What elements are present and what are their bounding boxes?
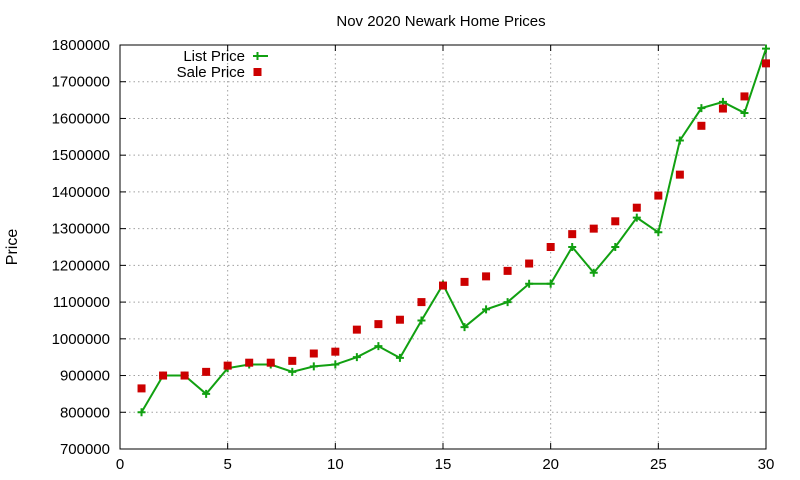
data-point	[460, 277, 469, 286]
series-sale-price	[137, 59, 770, 393]
legend-marker	[253, 52, 262, 60]
data-point	[309, 349, 318, 358]
data-point	[202, 367, 211, 376]
x-tick-label: 25	[650, 456, 667, 473]
data-point	[309, 362, 318, 371]
x-tick-label: 30	[758, 456, 775, 473]
data-point	[374, 342, 383, 351]
data-point	[395, 353, 404, 362]
data-point	[159, 371, 168, 380]
data-point	[762, 59, 770, 68]
data-point	[546, 279, 555, 288]
y-tick-label: 1500000	[52, 147, 110, 164]
chart-title: Nov 2020 Newark Home Prices	[336, 13, 545, 30]
data-point	[266, 358, 275, 367]
data-point	[611, 217, 620, 226]
y-tick-label: 1400000	[52, 184, 110, 201]
legend-marker	[253, 68, 262, 76]
data-point	[568, 230, 577, 239]
data-point	[525, 279, 534, 288]
series-list-price	[137, 44, 770, 417]
data-point	[503, 266, 512, 275]
x-tick-label: 0	[116, 456, 124, 473]
data-point	[417, 316, 426, 325]
y-tick-label: 900000	[60, 368, 110, 385]
y-tick-label: 1200000	[52, 257, 110, 274]
y-tick-label: 700000	[60, 441, 110, 458]
x-tick-label: 10	[327, 456, 344, 473]
data-point	[137, 408, 146, 417]
data-point	[352, 353, 361, 362]
data-point	[482, 272, 491, 281]
data-point	[180, 371, 189, 380]
grid-lines	[120, 45, 766, 449]
legend-label: List Price	[183, 48, 245, 65]
y-tick-label: 1100000	[53, 294, 110, 311]
series-layer	[137, 44, 770, 417]
data-point	[740, 108, 749, 117]
legend-label: Sale Price	[177, 64, 245, 81]
data-point	[697, 104, 706, 113]
y-tick-label: 1300000	[52, 221, 110, 238]
data-point	[352, 325, 361, 334]
data-point	[718, 104, 727, 113]
y-tick-label: 800000	[60, 404, 110, 421]
y-tick-label: 1000000	[52, 331, 110, 348]
data-point	[740, 92, 749, 101]
data-point	[568, 243, 577, 251]
data-point	[482, 305, 491, 314]
data-point	[632, 213, 641, 222]
data-point	[589, 224, 598, 233]
data-point	[245, 358, 254, 367]
axis-ticks: 700000 800000 900000 1000000 1100000 1200000 1…	[52, 37, 775, 473]
data-point	[525, 259, 534, 268]
data-point	[675, 170, 684, 179]
data-point	[654, 228, 663, 237]
data-point	[331, 347, 340, 356]
data-point	[611, 243, 620, 251]
y-tick-label: 1600000	[52, 110, 110, 127]
data-point	[202, 389, 211, 398]
data-point	[395, 315, 404, 324]
x-tick-label: 5	[223, 456, 231, 473]
data-point	[503, 298, 512, 307]
series-line	[140, 48, 767, 413]
data-point	[288, 356, 297, 365]
x-tick-label: 15	[435, 456, 452, 473]
data-point	[417, 298, 426, 307]
data-point	[654, 191, 663, 200]
data-point	[675, 136, 684, 145]
data-point	[223, 361, 232, 370]
data-point	[374, 320, 383, 329]
data-point	[331, 360, 340, 369]
data-point	[546, 243, 555, 251]
data-point	[762, 44, 770, 53]
data-point	[439, 281, 447, 290]
data-point	[137, 384, 146, 393]
data-point	[697, 121, 706, 130]
data-point	[589, 268, 598, 277]
y-tick-label: 1700000	[52, 74, 110, 91]
y-axis-label: Price	[4, 229, 21, 266]
x-tick-label: 20	[542, 456, 559, 473]
y-tick-label: 1800000	[52, 37, 110, 54]
data-point	[460, 323, 469, 332]
data-point	[288, 367, 297, 376]
data-point	[632, 203, 641, 212]
